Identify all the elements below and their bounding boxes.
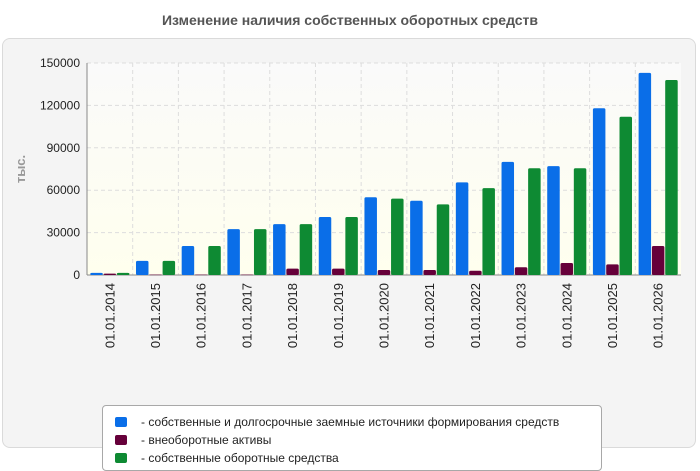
bar — [501, 161, 515, 275]
bar — [547, 166, 560, 275]
bar — [651, 246, 665, 275]
x-tick-label: 01.01.2024 — [559, 283, 574, 348]
x-tick-label: 01.01.2023 — [514, 283, 529, 348]
bar — [573, 168, 587, 275]
x-tick-label: 01.01.2018 — [285, 283, 300, 348]
bar — [665, 79, 678, 276]
bar — [90, 272, 103, 275]
bar — [482, 188, 495, 275]
bar — [135, 260, 149, 275]
bar — [469, 270, 482, 275]
bar — [455, 182, 469, 275]
bar — [149, 274, 162, 276]
bar — [208, 246, 221, 275]
chart-plot: 0 30000 60000 90000 120000 150000 01.01.2014 01… — [13, 56, 681, 348]
bar — [560, 262, 574, 275]
legend-item: - внеоборотные активы — [103, 431, 601, 449]
y-tick-label: 0 — [73, 268, 80, 282]
x-tick-label: 01.01.2021 — [422, 283, 437, 348]
bar — [253, 229, 267, 275]
legend-swatch — [115, 435, 127, 445]
bar — [364, 197, 377, 275]
legend-label: - собственные оборотные средства — [141, 451, 339, 465]
bar — [423, 270, 436, 275]
chart-panel: 0 30000 60000 90000 120000 150000 01.01.2014 01… — [2, 38, 696, 471]
legend-swatch — [115, 417, 127, 427]
bar — [116, 272, 130, 275]
bar — [410, 200, 423, 275]
legend-label: - внеоборотные активы — [141, 433, 272, 447]
bar — [103, 273, 117, 275]
bar — [332, 268, 345, 275]
x-tick-label: 01.01.2020 — [377, 283, 392, 348]
bar — [227, 229, 240, 275]
y-axis-label: тыс. — [13, 155, 28, 183]
chart-legend: - собственные и долгосрочные заемные ист… — [102, 405, 602, 471]
y-tick-label: 90000 — [47, 141, 81, 155]
legend-item: - собственные оборотные средства — [103, 449, 601, 467]
bar — [162, 260, 176, 275]
chart-title: Изменение наличия собственных оборотных … — [161, 12, 539, 28]
bar — [273, 224, 286, 275]
legend-item: - собственные и долгосрочные заемные ист… — [103, 413, 601, 431]
x-tick-label: 01.01.2014 — [102, 283, 117, 348]
bar — [592, 108, 606, 275]
bar — [436, 204, 450, 275]
bar — [240, 274, 254, 276]
bar — [514, 267, 528, 275]
x-tick-label: 01.01.2019 — [331, 283, 346, 348]
bar — [194, 274, 208, 276]
bar — [619, 116, 633, 275]
y-tick-label: 120000 — [40, 98, 80, 112]
y-tick-label: 60000 — [47, 183, 81, 197]
bar — [638, 72, 652, 275]
x-tick-label: 01.01.2022 — [468, 283, 483, 348]
legend-swatch — [115, 453, 127, 463]
bar — [345, 217, 358, 275]
y-tick-label: 30000 — [47, 226, 81, 240]
bar — [318, 217, 332, 275]
x-tick-label: 01.01.2026 — [651, 283, 666, 348]
legend-label: - собственные и долгосрочные заемные ист… — [141, 415, 560, 429]
bar — [181, 246, 195, 275]
x-tick-label: 01.01.2017 — [239, 283, 254, 348]
bar — [299, 224, 313, 275]
x-tick-label: 01.01.2025 — [605, 283, 620, 348]
plot-background — [87, 63, 681, 275]
y-tick-label: 150000 — [40, 56, 80, 70]
bar — [606, 264, 619, 275]
bar — [286, 268, 299, 275]
x-tick-label: 01.01.2015 — [148, 283, 163, 348]
bar — [528, 168, 541, 275]
x-tick-label: 01.01.2016 — [194, 283, 209, 348]
bar — [391, 198, 404, 275]
bar — [377, 270, 391, 275]
